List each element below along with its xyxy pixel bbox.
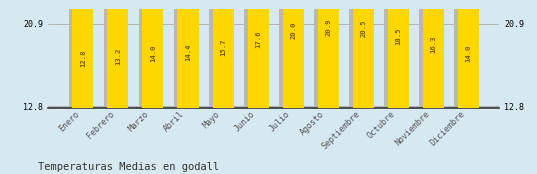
Bar (178, 0, 199, 108)
Text: 14.0: 14.0 (150, 45, 156, 62)
Bar (244, 0, 265, 108)
Text: Temperaturas Medias en godall: Temperaturas Medias en godall (38, 162, 219, 172)
Bar (454, 0, 475, 108)
Text: 18.5: 18.5 (395, 27, 401, 45)
Text: 15.7: 15.7 (220, 38, 226, 56)
Bar (248, 0, 268, 108)
Text: 17.6: 17.6 (255, 31, 261, 48)
Bar (69, 0, 90, 108)
Bar (209, 0, 230, 108)
Bar (279, 0, 300, 108)
Text: 20.5: 20.5 (360, 20, 366, 37)
Text: 14.0: 14.0 (466, 45, 471, 62)
Text: 20.0: 20.0 (290, 22, 296, 39)
Bar (423, 0, 444, 108)
Bar (104, 0, 125, 108)
Bar (458, 0, 479, 108)
Text: 12.8: 12.8 (80, 49, 86, 67)
Bar (419, 0, 440, 108)
Text: 20.9: 20.9 (325, 18, 331, 36)
Bar (142, 0, 163, 108)
Text: 13.2: 13.2 (115, 48, 121, 65)
Bar (384, 0, 405, 108)
Bar (72, 0, 93, 108)
Bar (107, 0, 128, 108)
Bar (349, 0, 370, 108)
Bar (174, 0, 195, 108)
Bar (353, 0, 374, 108)
Bar (388, 0, 409, 108)
Bar (139, 0, 160, 108)
Bar (213, 0, 234, 108)
Text: 16.3: 16.3 (430, 36, 437, 53)
Bar (314, 0, 335, 108)
Bar (282, 0, 303, 108)
Text: 14.4: 14.4 (185, 43, 191, 61)
Bar (318, 0, 339, 108)
